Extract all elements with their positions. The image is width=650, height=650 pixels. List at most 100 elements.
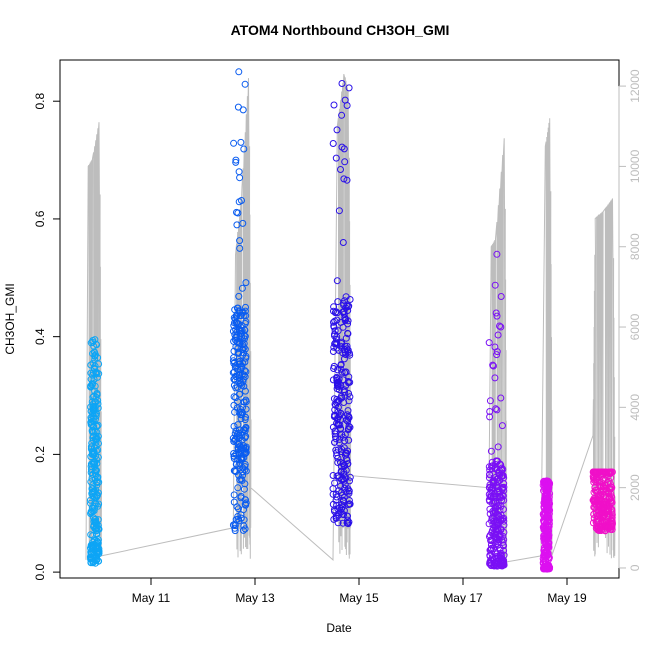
scatter-point	[332, 308, 340, 316]
scatter-point	[540, 534, 548, 542]
scatter-point	[489, 361, 497, 369]
y2-tick-label: 12000	[628, 69, 642, 103]
scatter-point	[346, 296, 354, 303]
scatter-point	[606, 470, 614, 477]
scatter-point	[346, 473, 354, 481]
scatter-point	[232, 468, 240, 476]
scatter-point	[238, 408, 246, 416]
scatter-point	[234, 103, 242, 111]
scatter-point	[92, 442, 100, 450]
scatter-point	[332, 514, 340, 522]
scatter-point	[487, 559, 495, 567]
scatter-point	[591, 496, 599, 504]
scatter-point	[235, 292, 243, 300]
scatter-point	[333, 381, 341, 389]
scatter-point	[344, 460, 352, 468]
scatter-point	[236, 377, 244, 385]
scatter-point	[488, 544, 496, 552]
scatter-point	[230, 354, 238, 362]
scatter-point	[240, 485, 248, 493]
scatter-point	[242, 467, 250, 475]
scatter-point	[229, 357, 237, 365]
scatter-point	[599, 508, 607, 516]
scatter-point	[602, 507, 610, 515]
scatter-point	[232, 394, 240, 402]
scatter-point	[87, 466, 95, 474]
scatter-point	[343, 176, 351, 184]
scatter-point	[334, 519, 342, 527]
scatter-point	[500, 517, 508, 525]
scatter-point	[330, 322, 338, 330]
y-tick-label: 0.6	[33, 210, 47, 227]
scatter-point	[235, 308, 243, 316]
scatter-point	[492, 405, 500, 413]
scatter-point	[340, 355, 348, 363]
scatter-point	[590, 488, 598, 496]
scatter-point	[498, 466, 505, 474]
scatter-point	[88, 555, 95, 563]
scatter-point	[334, 459, 342, 466]
scatter-point	[238, 197, 245, 204]
scatter-point	[595, 482, 603, 490]
x-tick-label: May 11	[132, 591, 171, 605]
scatter-points-layer	[86, 68, 616, 573]
scatter-point	[91, 336, 99, 344]
scatter-point	[339, 519, 347, 527]
scatter-point	[329, 140, 337, 147]
scatter-point	[242, 303, 249, 311]
scatter-point	[237, 514, 245, 522]
scatter-point	[487, 485, 495, 493]
scatter-point	[496, 322, 503, 330]
scatter-point	[87, 361, 95, 369]
y-axis-label: CH3OH_GMI	[3, 283, 17, 354]
scatter-point	[91, 499, 99, 507]
scatter-point	[500, 528, 508, 536]
x-tick-label: May 19	[547, 591, 587, 605]
scatter-point	[236, 390, 244, 398]
scatter-point	[236, 244, 244, 252]
y-axis-left: 0.0 0.2 0.4 0.6 0.8	[33, 93, 61, 580]
scatter-point	[343, 102, 351, 109]
scatter-point	[345, 349, 353, 357]
scatter-point	[337, 361, 345, 369]
scatter-point	[486, 413, 494, 421]
scatter-point	[242, 279, 250, 287]
scatter-point	[485, 339, 493, 347]
scatter-point	[342, 351, 350, 358]
scatter-point	[337, 482, 345, 490]
scatter-point	[333, 396, 341, 403]
scatter-point	[496, 493, 504, 501]
scatter-point	[342, 334, 350, 342]
scatter-point	[238, 432, 246, 439]
scatter-point	[89, 485, 97, 492]
scatter-point	[340, 511, 348, 519]
scatter-point	[241, 480, 249, 488]
scatter-point	[336, 421, 344, 429]
scatter-point	[345, 397, 353, 405]
scatter-point	[88, 489, 96, 496]
scatter-point	[346, 393, 354, 401]
scatter-point	[344, 330, 352, 338]
scatter-point	[92, 559, 99, 567]
scatter-point	[331, 430, 339, 438]
scatter-point	[337, 166, 344, 173]
scatter-point	[333, 472, 341, 480]
scatter-point	[95, 370, 103, 378]
scatter-point	[346, 378, 354, 386]
scatter-point	[234, 505, 242, 513]
scatter-point	[88, 474, 96, 482]
scatter-point	[236, 357, 244, 365]
scatter-point	[345, 489, 353, 497]
scatter-point	[486, 531, 494, 539]
scatter-point	[543, 563, 551, 571]
scatter-point	[494, 443, 502, 451]
scatter-point	[242, 352, 250, 360]
scatter-point	[235, 168, 243, 176]
scatter-point	[241, 80, 249, 88]
scatter-point	[544, 510, 552, 517]
scatter-point	[498, 553, 506, 561]
scatter-point	[499, 541, 507, 549]
scatter-point	[491, 281, 499, 289]
scatter-point	[331, 327, 339, 335]
